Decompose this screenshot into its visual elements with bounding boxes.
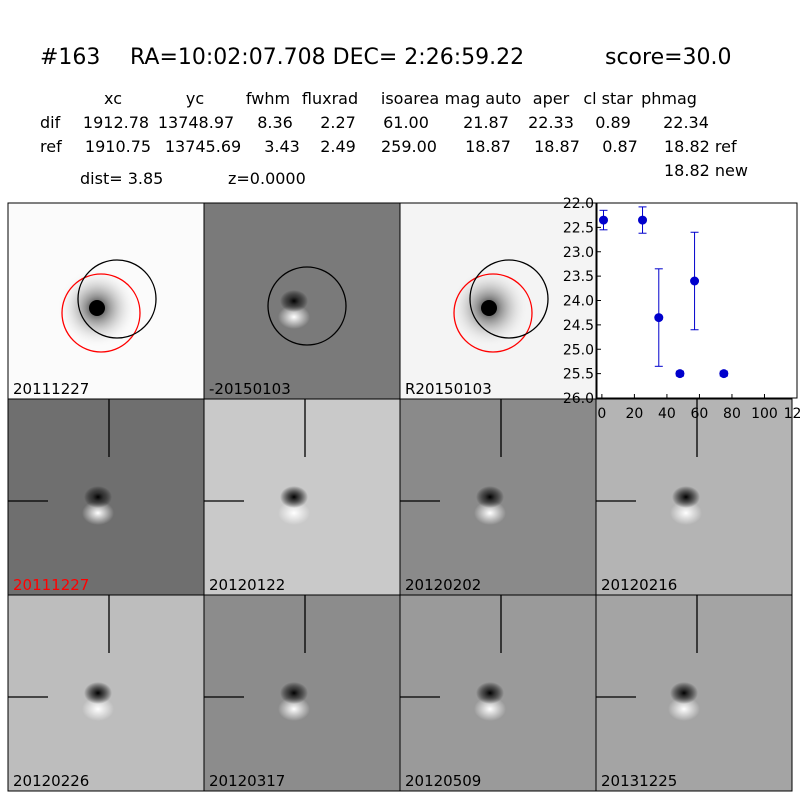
table-cell: 21.87 [463,113,509,132]
table-cell: 0.87 [602,137,638,156]
residual-light [474,501,506,525]
point [638,215,648,225]
row-label: ref [40,137,62,156]
table-cell: 259.00 [381,137,437,156]
table-cell: 18.87 [534,137,580,156]
residual-light [668,697,700,721]
x-tick-label: 40 [658,406,676,422]
table-cell: 13748.97 [158,113,234,132]
phmag-new: 18.82 new [664,161,748,180]
source-core [481,300,497,316]
distance: dist= 3.85 [80,169,163,188]
y-tick-label: 26.0 [563,391,594,407]
table-cell: 3.43 [264,137,300,156]
stamp-label: 20120509 [405,772,481,790]
table-cell: 22.33 [528,113,574,132]
stamp-label: 20120317 [209,772,285,790]
stamp-label: 20120122 [209,576,285,594]
x-tick-label: 120 [784,406,800,422]
coordinates: RA=10:02:07.708 DEC= 2:26:59.22 [130,45,524,70]
y-tick-label: 22.5 [563,220,594,236]
y-tick-label: 25.0 [563,342,594,358]
residual-light [278,697,310,721]
stamp-label: 20120226 [13,772,89,790]
aperture-red [453,273,533,353]
stamp-label: 20131225 [601,772,677,790]
stamp-label: 20111227 [13,576,89,594]
table-cell: 18.82 ref [664,137,737,156]
table-cell: 1910.75 [85,137,151,156]
table-cell: 2.49 [320,137,356,156]
residual-light [278,305,310,329]
residual-dark [84,486,112,508]
residual-dark [670,682,698,704]
row-label: dif [40,113,61,132]
residual-dark [280,486,308,508]
x-tick-label: 100 [751,406,778,422]
x-tick-label: 60 [691,406,709,422]
residual-light [474,697,506,721]
point [599,215,609,225]
stamp-label: 20120216 [601,576,677,594]
table-cell: 2.27 [320,113,356,132]
plot-area [596,202,798,399]
table-cell: 22.34 [663,113,709,132]
residual-dark [280,682,308,704]
x-tick-label: 0 [597,406,606,422]
y-tick-label: 22.0 [563,196,594,212]
column-header: cl star [583,89,633,108]
stamp-label: -20150103 [209,380,291,398]
column-header: isoarea [381,89,439,108]
column-header: fluxrad [302,89,358,108]
residual-light [278,501,310,525]
aperture-black [469,259,549,339]
residual-dark [84,682,112,704]
column-header: aper [533,89,570,108]
point [654,313,664,323]
column-header: xc [104,89,122,108]
table-cell: 0.89 [595,113,631,132]
y-tick-label: 23.0 [563,245,594,261]
y-tick-label: 23.5 [563,269,594,285]
y-tick-label: 24.5 [563,318,594,334]
point [690,276,700,286]
column-header: mag auto [445,89,522,108]
point [675,369,685,379]
residual-dark [476,682,504,704]
redshift: z=0.0000 [228,169,306,188]
table-cell: 13745.69 [165,137,241,156]
table-cell: 61.00 [383,113,429,132]
score: score=30.0 [605,45,732,70]
aperture-black [267,266,347,346]
residual-light [82,697,114,721]
residual-dark [476,486,504,508]
residual-dark [672,486,700,508]
residual-light [670,501,702,525]
y-tick-label: 25.5 [563,367,594,383]
point [719,369,729,379]
table-cell: 8.36 [257,113,293,132]
table-cell: 1912.78 [83,113,149,132]
aperture-black [77,259,157,339]
y-tick-label: 24.0 [563,294,594,310]
x-tick-label: 80 [723,406,741,422]
candidate-id: #163 [40,45,100,70]
residual-dark [280,290,308,312]
stamp-label: R20150103 [405,380,492,398]
x-tick-label: 20 [625,406,643,422]
column-header: yc [186,89,204,108]
stamp-label: 20120202 [405,576,481,594]
source-core [89,300,105,316]
residual-light [82,501,114,525]
aperture-red [61,273,141,353]
column-header: phmag [641,89,697,108]
stamp-label: 20111227 [13,380,89,398]
column-header: fwhm [246,89,290,108]
table-cell: 18.87 [465,137,511,156]
